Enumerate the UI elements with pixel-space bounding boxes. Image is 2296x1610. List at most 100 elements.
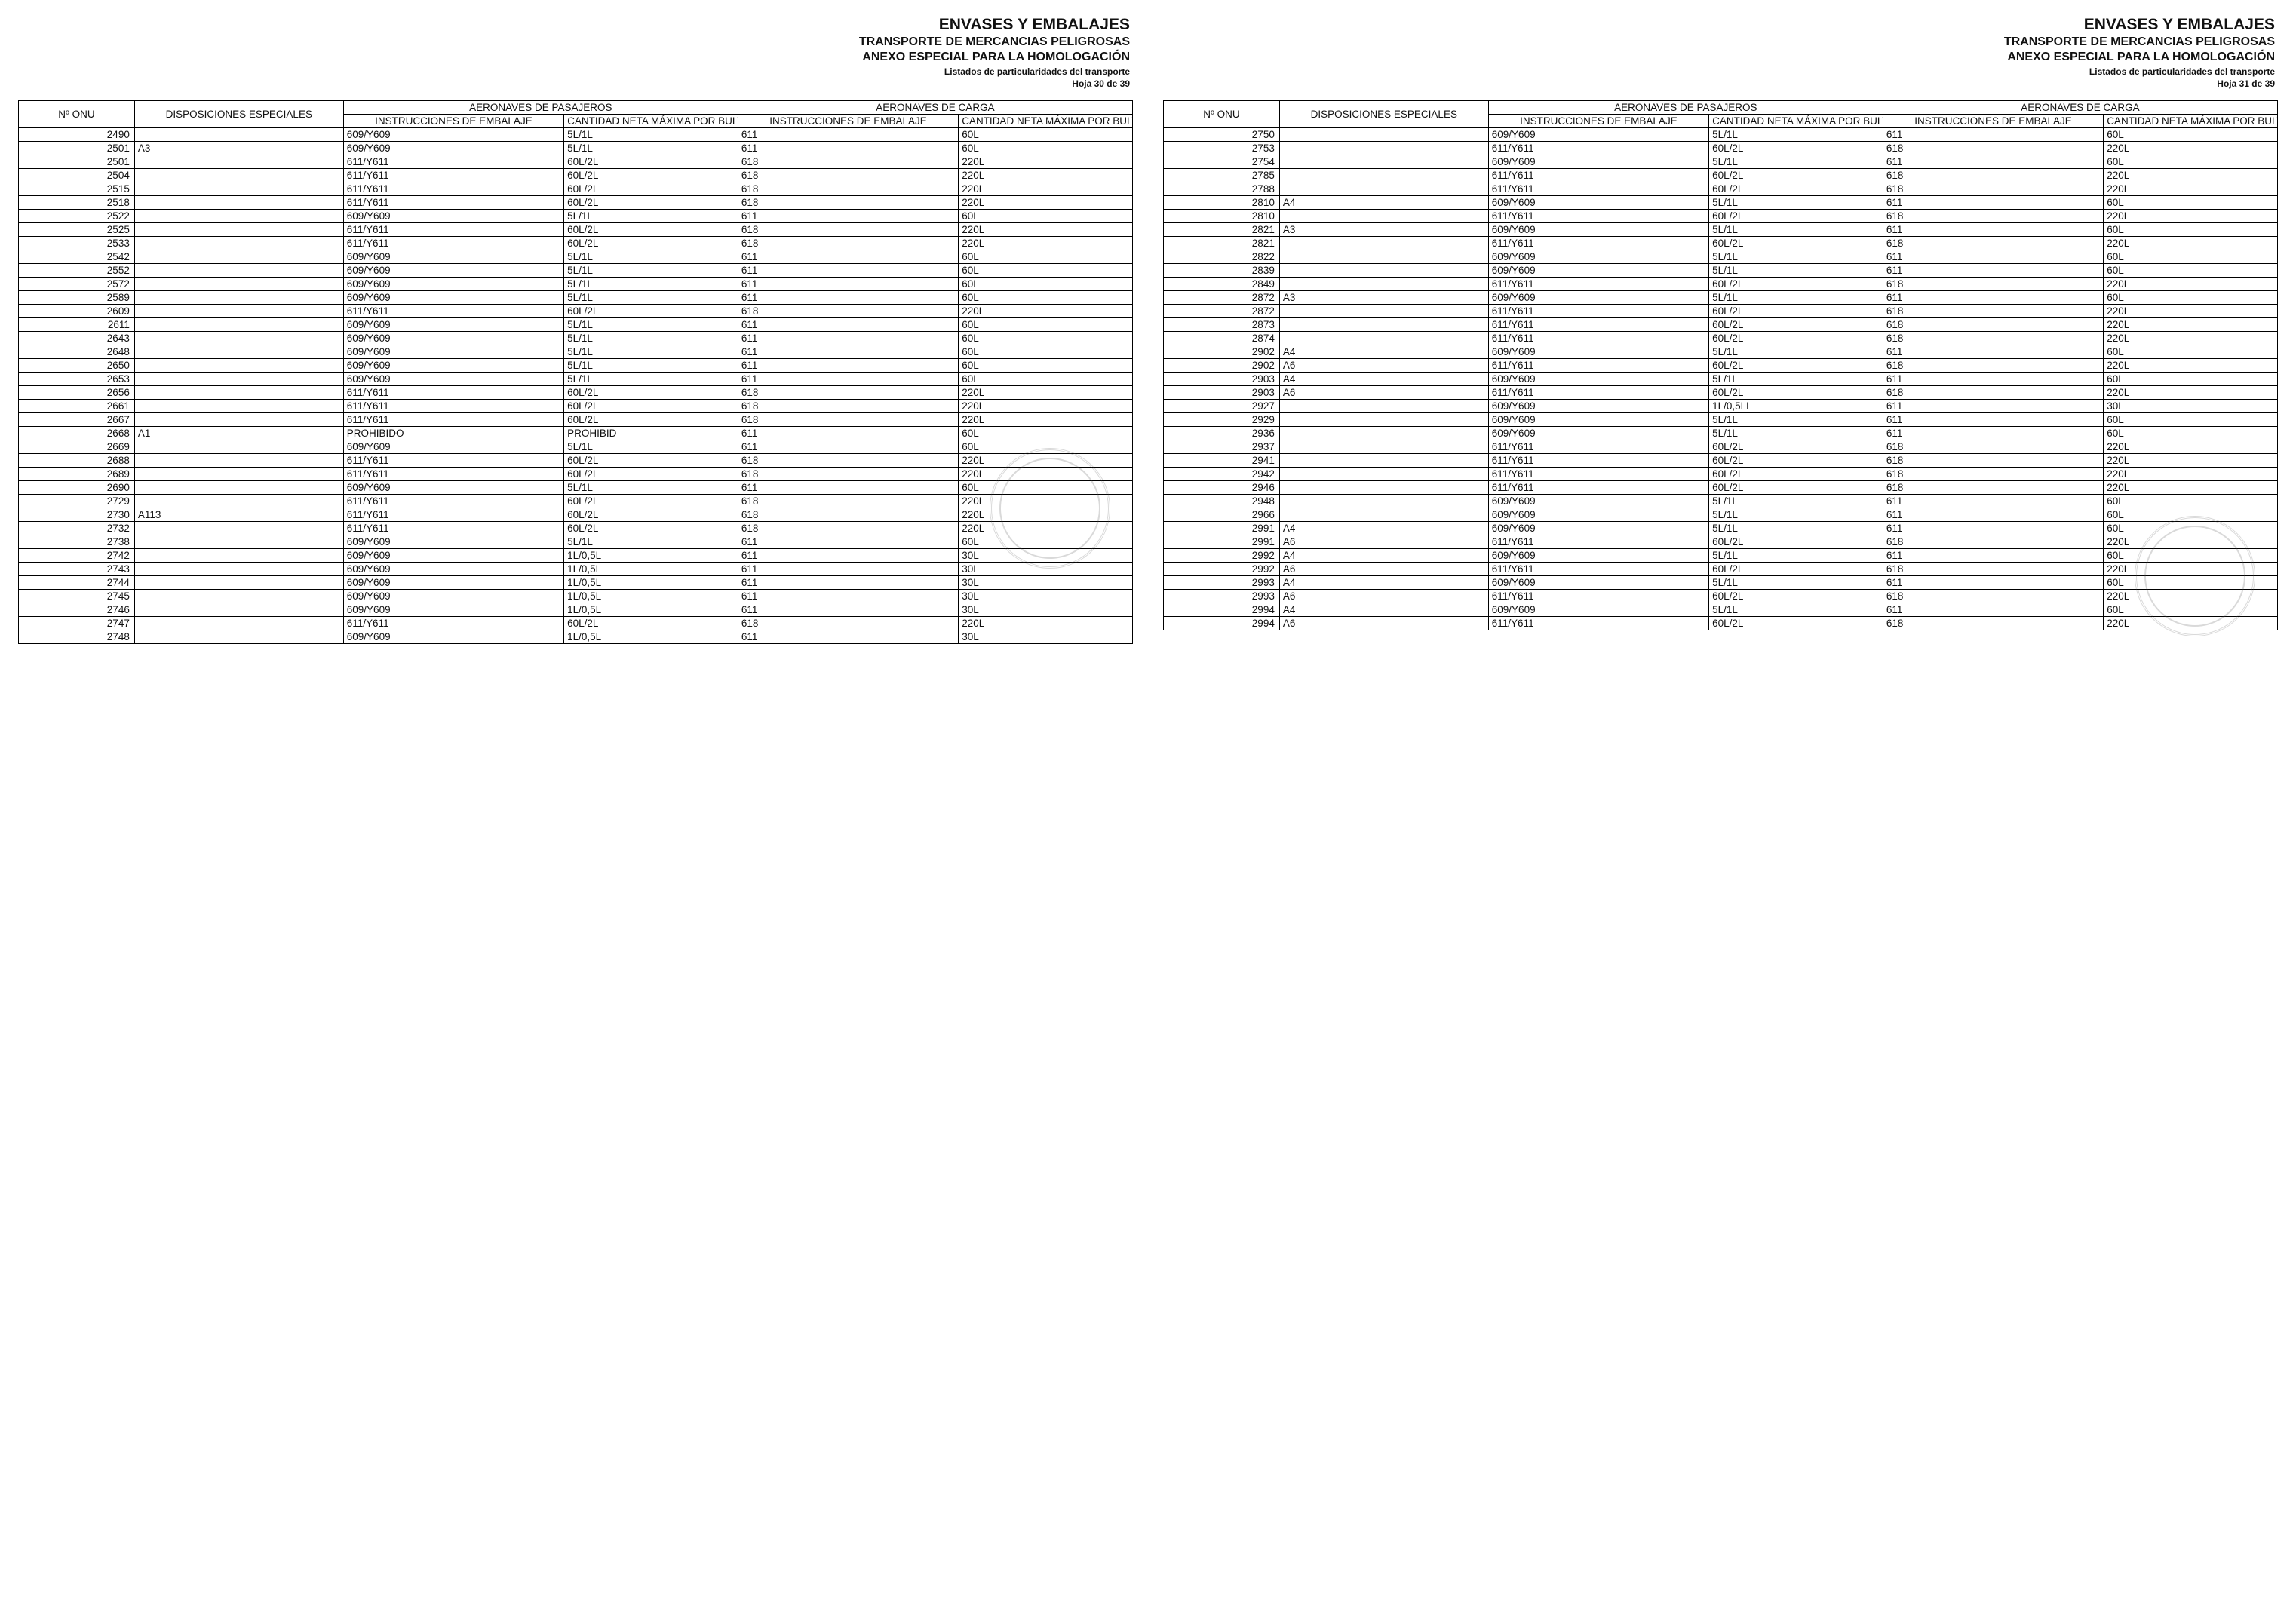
- table-cell: 609/Y609: [343, 630, 563, 644]
- table-cell: [134, 495, 343, 508]
- table-cell: 2903: [1164, 373, 1280, 386]
- table-cell: 611: [738, 603, 958, 617]
- table-cell: 220L: [959, 468, 1133, 481]
- table-cell: 611/Y611: [1488, 237, 1708, 250]
- table-cell: 2730: [19, 508, 135, 522]
- table-cell: 5L/1L: [564, 535, 738, 549]
- table-cell: 2992: [1164, 563, 1280, 576]
- table-cell: 609/Y609: [1488, 603, 1708, 617]
- table-cell: 60L/2L: [564, 182, 738, 196]
- table-row: 2748609/Y6091L/0,5L61130L: [19, 630, 1133, 644]
- table-cell: 611: [1883, 495, 2103, 508]
- table-cell: 2653: [19, 373, 135, 386]
- table-cell: 2668: [19, 427, 135, 440]
- table-row: 2743609/Y6091L/0,5L61130L: [19, 563, 1133, 576]
- table-cell: 220L: [959, 617, 1133, 630]
- table-row: 2690609/Y6095L/1L61160L: [19, 481, 1133, 495]
- table-cell: 609/Y609: [1488, 495, 1708, 508]
- table-cell: [134, 305, 343, 318]
- table-cell: 220L: [959, 169, 1133, 182]
- table-cell: 60L/2L: [564, 400, 738, 413]
- table-cell: [134, 359, 343, 373]
- table-cell: 611: [738, 318, 958, 332]
- table-cell: [1279, 440, 1488, 454]
- table-cell: 60L: [959, 535, 1133, 549]
- table-cell: 611: [738, 278, 958, 291]
- table-cell: 1L/0,5L: [564, 549, 738, 563]
- table-cell: 611: [1883, 373, 2103, 386]
- table-cell: 220L: [2104, 210, 2278, 223]
- table-row: 2937611/Y61160L/2L618220L: [1164, 440, 2278, 454]
- table-cell: A4: [1279, 345, 1488, 359]
- table-cell: 220L: [959, 305, 1133, 318]
- header-title: ENVASES Y EMBALAJES: [18, 15, 1130, 35]
- table-cell: 611: [738, 481, 958, 495]
- table-cell: 60L/2L: [1709, 210, 1883, 223]
- header-left: ENVASES Y EMBALAJES TRANSPORTE DE MERCAN…: [18, 15, 1133, 90]
- table-cell: 1L/0,5L: [564, 603, 738, 617]
- table-cell: 60L: [2104, 495, 2278, 508]
- table-cell: 611/Y611: [1488, 440, 1708, 454]
- th-pax-instr: INSTRUCCIONES DE EMBALAJE: [343, 115, 563, 128]
- table-row: 2929609/Y6095L/1L61160L: [1164, 413, 2278, 427]
- table-cell: 60L: [959, 359, 1133, 373]
- table-cell: [134, 264, 343, 278]
- table-cell: 611/Y611: [1488, 563, 1708, 576]
- table-row: 2501611/Y61160L/2L618220L: [19, 155, 1133, 169]
- table-cell: 220L: [2104, 332, 2278, 345]
- table-cell: 2542: [19, 250, 135, 264]
- table-cell: 611: [1883, 128, 2103, 142]
- table-cell: [1279, 210, 1488, 223]
- table-cell: 611: [738, 128, 958, 142]
- table-row: 2821611/Y61160L/2L618220L: [1164, 237, 2278, 250]
- table-cell: 618: [738, 468, 958, 481]
- table-cell: 5L/1L: [1709, 413, 1883, 427]
- th-cargo-qty: CANTIDAD NETA MÁXIMA POR BULTO: [959, 115, 1133, 128]
- table-cell: 609/Y609: [1488, 128, 1708, 142]
- table-cell: [1279, 495, 1488, 508]
- table-cell: [134, 155, 343, 169]
- table-cell: 60L/2L: [1709, 535, 1883, 549]
- table-cell: 611: [738, 142, 958, 155]
- table-row: 2744609/Y6091L/0,5L61130L: [19, 576, 1133, 590]
- table-cell: 60L: [2104, 522, 2278, 535]
- table-cell: 2903: [1164, 386, 1280, 400]
- table-cell: 618: [738, 508, 958, 522]
- table-cell: 2941: [1164, 454, 1280, 468]
- table-cell: 5L/1L: [1709, 373, 1883, 386]
- table-cell: 2991: [1164, 522, 1280, 535]
- table-cell: [1279, 481, 1488, 495]
- table-cell: 611: [738, 630, 958, 644]
- table-cell: 5L/1L: [1709, 522, 1883, 535]
- table-cell: 5L/1L: [564, 278, 738, 291]
- table-cell: 5L/1L: [564, 373, 738, 386]
- table-cell: 60L: [2104, 155, 2278, 169]
- table-cell: 609/Y609: [1488, 291, 1708, 305]
- table-cell: 611/Y611: [343, 305, 563, 318]
- table-cell: 611: [1883, 413, 2103, 427]
- table-cell: 618: [1883, 468, 2103, 481]
- table-cell: 609/Y609: [1488, 373, 1708, 386]
- table-row: 2522609/Y6095L/1L61160L: [19, 210, 1133, 223]
- table-cell: 609/Y609: [343, 142, 563, 155]
- table-cell: 618: [738, 305, 958, 318]
- table-cell: 618: [1883, 481, 2103, 495]
- table-cell: 609/Y609: [1488, 400, 1708, 413]
- table-row: 2936609/Y6095L/1L61160L: [1164, 427, 2278, 440]
- table-row: 2689611/Y61160L/2L618220L: [19, 468, 1133, 481]
- table-cell: 2966: [1164, 508, 1280, 522]
- table-cell: 5L/1L: [564, 128, 738, 142]
- table-cell: 2810: [1164, 196, 1280, 210]
- header-sub3: Listados de particularidades del transpo…: [18, 66, 1130, 78]
- table-cell: 2552: [19, 264, 135, 278]
- table-cell: 60L: [959, 128, 1133, 142]
- table-cell: 611/Y611: [343, 454, 563, 468]
- table-cell: [1279, 468, 1488, 481]
- table-cell: [134, 400, 343, 413]
- table-cell: 618: [738, 223, 958, 237]
- table-cell: 60L: [959, 427, 1133, 440]
- table-cell: 220L: [959, 155, 1133, 169]
- table-row: 2991A4609/Y6095L/1L61160L: [1164, 522, 2278, 535]
- table-cell: [134, 223, 343, 237]
- table-cell: 5L/1L: [564, 359, 738, 373]
